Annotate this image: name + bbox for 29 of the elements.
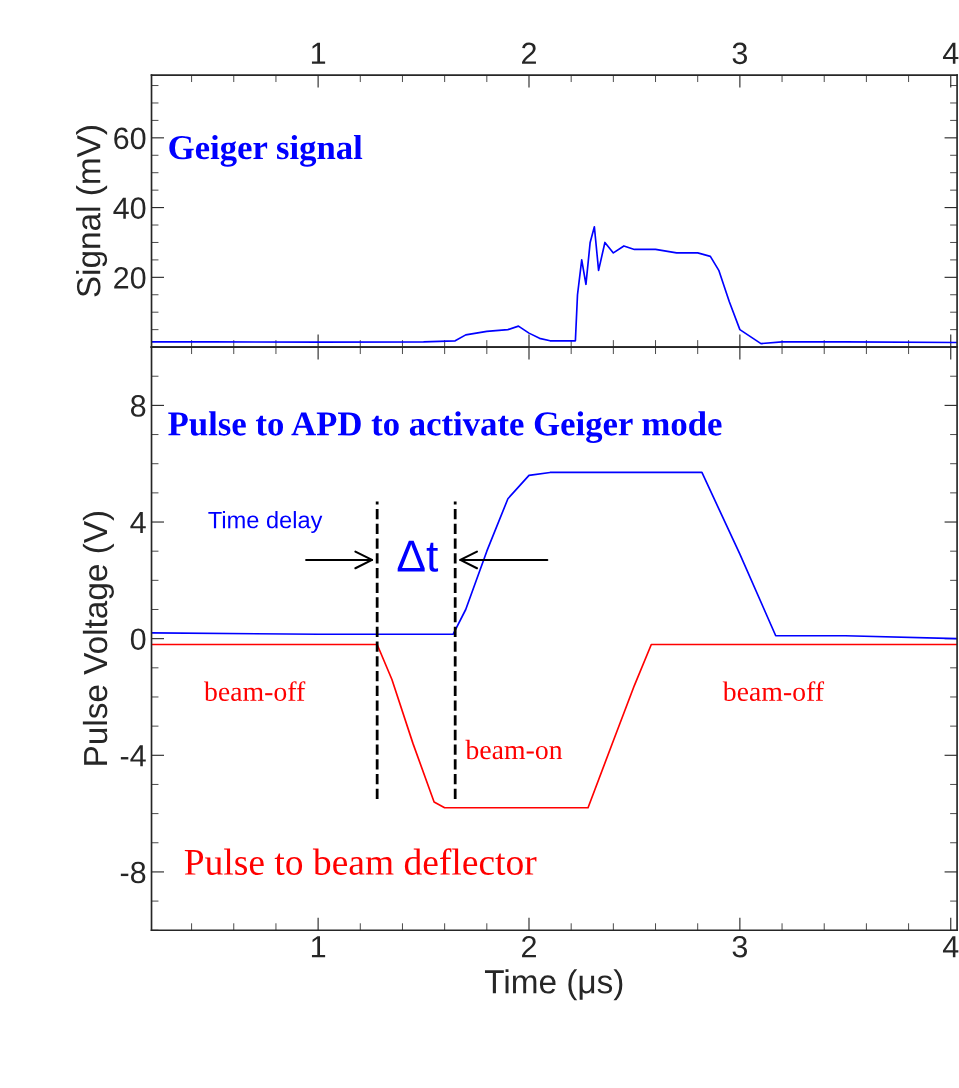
series-label: Pulse to beam deflector — [184, 848, 537, 875]
x-tick-label: 4 — [942, 42, 959, 64]
x-axis-title: Time (μs) — [484, 969, 623, 1001]
x-tick-label: 4 — [942, 936, 959, 958]
x-tick-label: 1 — [311, 42, 326, 64]
annotation: Δt — [397, 540, 439, 572]
y-tick-label: 8 — [131, 395, 146, 417]
annotation: Time delay — [208, 511, 323, 534]
y-tick-label: -4 — [120, 745, 146, 767]
line-series — [151, 471, 958, 640]
y-tick-label: 4 — [130, 512, 146, 534]
x-tick-label: 3 — [732, 42, 748, 65]
annotation: beam-off — [203, 681, 306, 702]
text: Geiger signal — [169, 134, 363, 167]
y-tick-label: 0 — [130, 628, 146, 651]
annotation: beam-on — [465, 739, 563, 760]
y-tick-label: 40 — [113, 197, 146, 219]
line-series — [151, 643, 958, 809]
y-axis-title: Signal (mV) — [76, 126, 108, 297]
annotation: beam-off — [722, 681, 825, 702]
y-axis-title: Pulse Voltage (V) — [82, 511, 114, 765]
y-tick-label: 60 — [114, 127, 146, 150]
y-tick-label: 20 — [114, 267, 146, 289]
series-label: Pulse to APD to activate Geiger mode — [168, 411, 722, 443]
x-tick-label: 1 — [311, 936, 326, 958]
x-tick-label: 3 — [732, 935, 748, 958]
x-tick-label: 2 — [522, 42, 536, 64]
y-tick-label: -8 — [120, 861, 146, 884]
x-tick-label: 2 — [522, 935, 536, 958]
